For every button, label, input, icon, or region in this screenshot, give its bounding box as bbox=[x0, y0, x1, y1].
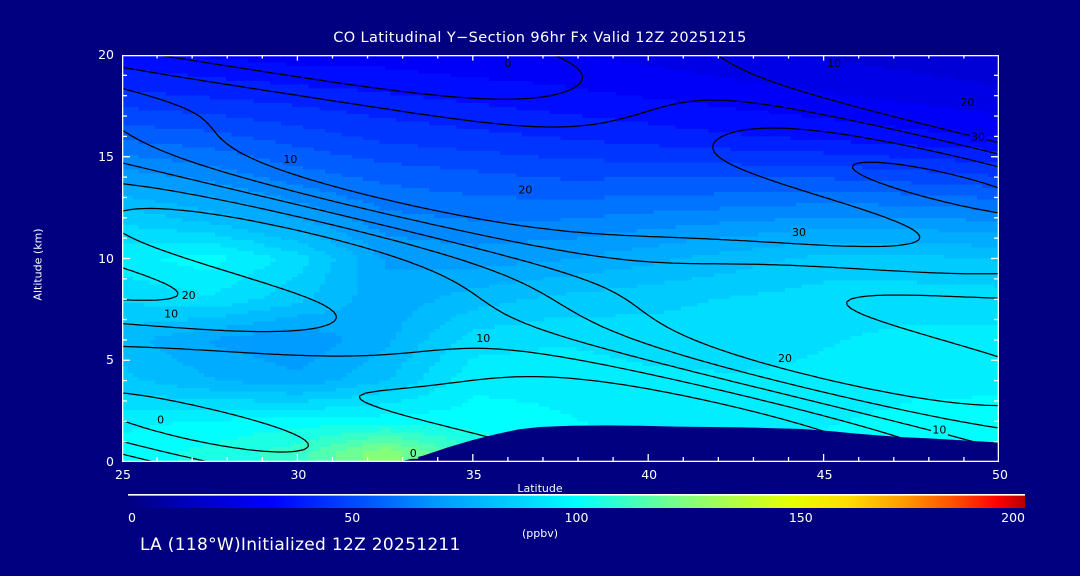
contour-label: 0 bbox=[410, 447, 417, 460]
contour-label: 20 bbox=[778, 352, 792, 365]
colorbar-tick-label: 0 bbox=[128, 510, 136, 525]
y-axis-label: Altitude (km) bbox=[31, 228, 45, 301]
y-tick-label: 20 bbox=[98, 47, 114, 62]
colorbar-tick-label: 50 bbox=[344, 510, 361, 525]
contour-label: 30 bbox=[971, 130, 985, 143]
y-tick-label: 5 bbox=[106, 352, 114, 368]
contour-label: 20 bbox=[518, 183, 532, 196]
contour-level bbox=[122, 87, 999, 248]
colorbar bbox=[128, 494, 1025, 508]
contour-label: 10 bbox=[476, 332, 490, 345]
filled-field bbox=[122, 55, 999, 462]
contour-level bbox=[122, 162, 999, 407]
footer-caption: LA (118°W)Initialized 12Z 20251211 bbox=[140, 535, 461, 555]
x-tick-label: 25 bbox=[115, 467, 131, 482]
contour-label: 20 bbox=[960, 96, 974, 109]
contour-level bbox=[122, 129, 999, 275]
contour-label: 20 bbox=[182, 289, 196, 302]
contour-level bbox=[158, 55, 999, 144]
terrain-mask bbox=[399, 425, 999, 462]
contour-label: 10 bbox=[283, 153, 297, 166]
y-tick-label: 10 bbox=[98, 250, 114, 266]
y-tick-label: 15 bbox=[98, 148, 114, 164]
x-axis-label: Latitude bbox=[517, 482, 563, 495]
contour-label: 30 bbox=[792, 226, 806, 239]
y-tick-label: 0 bbox=[106, 454, 114, 469]
colorbar-gradient bbox=[128, 494, 1025, 508]
x-tick-label: 45 bbox=[816, 467, 833, 482]
x-tick-label: 50 bbox=[992, 467, 1008, 482]
plot-area: 0 0 0 10 10 10 10 10 20 20 20 20 30 30 bbox=[122, 55, 999, 462]
chart-title: CO Latitudinal Y−Section 96hr Fx Valid 1… bbox=[333, 30, 747, 46]
x-tick-label: 30 bbox=[290, 467, 307, 482]
contour-label: 0 bbox=[504, 57, 511, 70]
contour-label: 0 bbox=[157, 413, 164, 426]
colorbar-tick-label: 200 bbox=[1001, 510, 1025, 525]
contour-label: 10 bbox=[827, 57, 841, 70]
contour-labels: 0 0 0 10 10 10 10 10 20 20 20 20 30 30 bbox=[155, 57, 987, 460]
colorbar-unit-label: (ppbv) bbox=[521, 527, 559, 540]
contour-label: 10 bbox=[932, 423, 946, 436]
contour-label: 10 bbox=[164, 307, 178, 320]
x-tick-label: 40 bbox=[641, 467, 658, 482]
axis-ticks bbox=[122, 55, 999, 462]
contour-level bbox=[122, 66, 999, 155]
cross-section-plot: 0 0 0 10 10 10 10 10 20 20 20 20 30 30 bbox=[122, 55, 999, 462]
colorbar-tick-label: 100 bbox=[564, 510, 589, 525]
colorbar-tick-label: 150 bbox=[788, 510, 813, 525]
x-tick-label: 35 bbox=[465, 467, 482, 482]
